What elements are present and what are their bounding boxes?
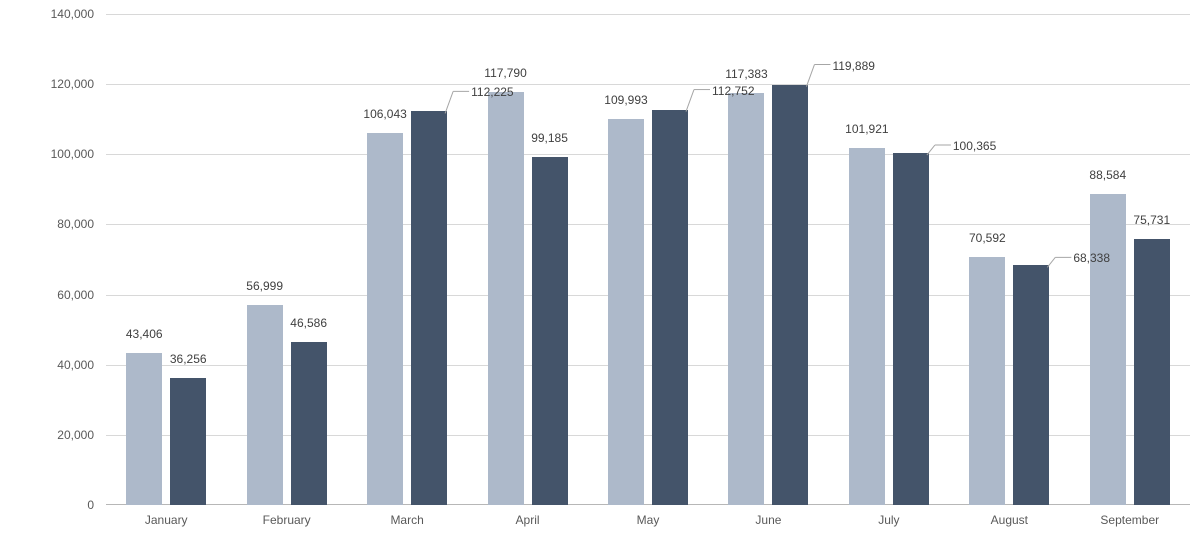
bar-series-a (247, 305, 283, 505)
bar-series-a (969, 257, 1005, 505)
value-label-series-a: 109,993 (604, 93, 647, 107)
bar-series-a (126, 353, 162, 505)
y-tick-label: 20,000 (0, 428, 94, 442)
bar-series-a (608, 119, 644, 505)
value-label-series-a: 56,999 (246, 279, 283, 293)
x-tick-label: July (878, 513, 899, 527)
bar-series-b (291, 342, 327, 505)
bar-series-b (893, 153, 929, 505)
gridline (106, 224, 1190, 225)
value-label-series-a: 106,043 (363, 107, 406, 121)
bar-series-a (1090, 194, 1126, 505)
bar-series-b (411, 111, 447, 505)
x-tick-label: March (390, 513, 423, 527)
value-label-series-b: 112,752 (712, 84, 755, 98)
value-label-series-a: 88,584 (1089, 168, 1126, 182)
value-label-series-a: 43,406 (126, 327, 163, 341)
value-label-series-a: 101,921 (845, 122, 888, 136)
bar-series-a (488, 92, 524, 505)
gridline (106, 154, 1190, 155)
bar-series-b (532, 157, 568, 505)
value-label-series-b: 112,225 (471, 85, 514, 99)
value-label-series-b: 68,338 (1073, 251, 1110, 265)
value-label-series-a: 70,592 (969, 231, 1006, 245)
bar-series-a (367, 133, 403, 505)
x-tick-label: August (991, 513, 1028, 527)
monthly-bar-chart: 0 20,000 40,000 60,000 80,000 100,000 120,000 1… (0, 0, 1200, 550)
bar-series-b (652, 110, 688, 505)
x-tick-label: June (755, 513, 781, 527)
y-tick-label: 80,000 (0, 217, 94, 231)
bar-series-b (772, 85, 808, 505)
value-label-series-a: 117,383 (725, 67, 768, 81)
gridline (106, 14, 1190, 15)
bar-series-b (1013, 265, 1049, 505)
y-tick-label: 60,000 (0, 288, 94, 302)
y-tick-label: 40,000 (0, 358, 94, 372)
x-tick-label: May (637, 513, 660, 527)
value-label-series-b: 36,256 (170, 352, 207, 366)
x-tick-label: September (1100, 513, 1159, 527)
value-label-series-b: 75,731 (1133, 213, 1170, 227)
value-label-series-b: 99,185 (531, 131, 568, 145)
y-tick-label: 120,000 (0, 77, 94, 91)
bar-series-a (849, 148, 885, 505)
y-tick-label: 140,000 (0, 7, 94, 21)
x-tick-label: February (263, 513, 311, 527)
x-tick-label: April (516, 513, 540, 527)
y-tick-label: 0 (0, 498, 94, 512)
bar-series-a (728, 93, 764, 505)
gridline (106, 84, 1190, 85)
bar-series-b (170, 378, 206, 505)
y-tick-label: 100,000 (0, 147, 94, 161)
plot-area (106, 14, 1190, 505)
value-label-series-b: 119,889 (832, 59, 875, 73)
x-tick-label: January (145, 513, 188, 527)
value-label-series-b: 46,586 (290, 316, 327, 330)
value-label-series-a: 117,790 (484, 66, 527, 80)
bar-series-b (1134, 239, 1170, 505)
value-label-series-b: 100,365 (953, 139, 996, 153)
